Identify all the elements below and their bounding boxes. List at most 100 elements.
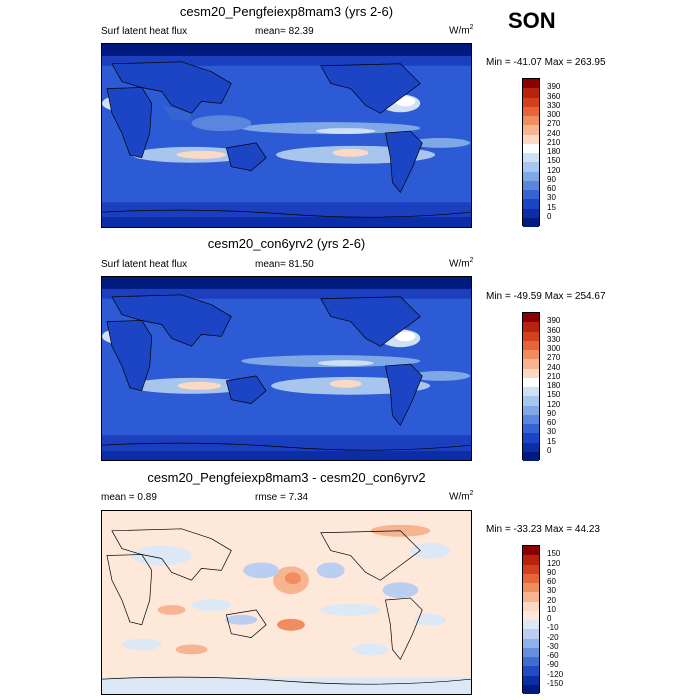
colorbar-tick-label: 330 [547,100,561,110]
colorbar-swatch [523,359,539,369]
panel-3-units: W/m2 [449,490,474,503]
colorbar-tick-label: 150 [547,549,561,559]
colorbar-swatch [523,601,539,611]
colorbar-tick-label: -120 [547,669,564,679]
colorbar-tick-label: 120 [547,399,561,409]
colorbar-tick-label: 120 [547,558,561,568]
colorbar-swatch [523,106,539,116]
colorbar-tick-label: -150 [547,678,564,688]
colorbar-swatch [523,171,539,181]
colorbar-swatch [523,134,539,144]
colorbar-tick-label: -20 [547,632,559,642]
colorbar-tick-label: 240 [547,362,561,372]
colorbar-tick-label: 330 [547,334,561,344]
colorbar-tick-label: 180 [547,381,561,390]
colorbar-tick-label: 120 [547,165,561,175]
panel-3-map [101,510,472,695]
colorbar-tick-label: 20 [547,595,556,605]
colorbar-tick-label: 150 [547,156,561,166]
colorbar-tick-label: -10 [547,623,559,633]
colorbar-tick-label: -90 [547,660,559,670]
colorbar-swatch [523,451,539,461]
colorbar-swatch [523,153,539,163]
panel-1-title: cesm20_Pengfeiexp8mam3 (yrs 2-6) [179,4,394,19]
panel-2-map [101,276,472,461]
colorbar-tick-label: 300 [547,344,561,353]
panel-3-mean-label: mean = 0.89 [101,492,157,503]
colorbar-swatch [523,217,539,227]
colorbar-swatch [523,125,539,135]
colorbar-tick-label: 90 [547,408,556,418]
colorbar-swatch [523,199,539,209]
colorbar-swatch [523,424,539,434]
panel-1-variable-label: Surf latent heat flux [101,26,188,37]
colorbar-tick-label: 15 [547,436,556,446]
colorbar-swatch [523,573,539,583]
panel-3-colorbar [522,545,540,694]
panel-1-minmax: Min = -41.07 Max = 263.95 [486,57,606,68]
colorbar-swatch [523,629,539,639]
colorbar-tick-label: 360 [547,325,561,335]
colorbar-tick-label: 390 [547,82,561,92]
colorbar-swatch [523,322,539,332]
colorbar-swatch [523,180,539,190]
colorbar-tick-label: -60 [547,651,559,660]
colorbar-tick-label: 15 [547,202,556,212]
panel-2-units: W/m2 [449,257,474,270]
colorbar-tick-label: 0 [547,445,552,455]
colorbar-tick-label: 300 [547,110,561,119]
colorbar-swatch [523,190,539,200]
colorbar-swatch [523,143,539,153]
colorbar-tick-label: 390 [547,316,561,326]
colorbar-swatch [523,340,539,350]
panel-1-map-field [102,44,471,227]
panel-3-map-field [102,511,471,694]
colorbar-swatch [523,368,539,378]
panel-3-minmax: Min = -33.23 Max = 44.23 [486,524,600,535]
season-label: SON [508,8,556,33]
panel-2-minmax: Min = -49.59 Max = 254.67 [486,291,606,302]
colorbar-swatch [523,97,539,107]
colorbar-tick-label: -30 [547,641,559,651]
colorbar-tick-label: 30 [547,427,556,437]
colorbar-swatch [523,442,539,452]
colorbar-swatch [523,331,539,341]
panel-1-units: W/m2 [449,24,474,37]
colorbar-swatch [523,555,539,565]
colorbar-swatch [523,377,539,387]
colorbar-swatch [523,666,539,676]
panel-2-map-field [102,277,471,460]
colorbar-tick-label: 150 [547,390,561,400]
colorbar-tick-label: 180 [547,147,561,156]
colorbar-swatch [523,610,539,620]
colorbar-swatch [523,647,539,657]
panel-1-map [101,43,472,228]
panel-2-title: cesm20_con6yrv2 (yrs 2-6) [207,236,366,251]
colorbar-swatch [523,564,539,574]
colorbar-swatch [523,88,539,98]
colorbar-swatch [523,313,539,323]
colorbar-tick-label: 0 [547,614,552,623]
colorbar-swatch [523,387,539,397]
colorbar-tick-label: 60 [547,418,556,427]
panel-1-mean-label: mean= 82.39 [255,26,314,37]
colorbar-swatch [523,592,539,602]
colorbar-tick-label: 210 [547,137,561,147]
colorbar-swatch [523,116,539,126]
colorbar-tick-label: 90 [547,174,556,184]
panel-2-variable-label: Surf latent heat flux [101,259,188,270]
colorbar-tick-label: 60 [547,184,556,193]
colorbar-swatch [523,208,539,218]
colorbar-swatch [523,405,539,415]
colorbar-swatch [523,638,539,648]
colorbar-swatch [523,396,539,406]
colorbar-swatch [523,684,539,694]
panel-1-colorbar [522,78,540,227]
colorbar-swatch [523,583,539,593]
panel-2-mean-label: mean= 81.50 [255,259,314,270]
colorbar-tick-label: 240 [547,128,561,138]
panel-2-colorbar [522,312,540,461]
colorbar-tick-label: 270 [547,353,561,363]
colorbar-swatch [523,162,539,172]
colorbar-tick-label: 360 [547,91,561,101]
